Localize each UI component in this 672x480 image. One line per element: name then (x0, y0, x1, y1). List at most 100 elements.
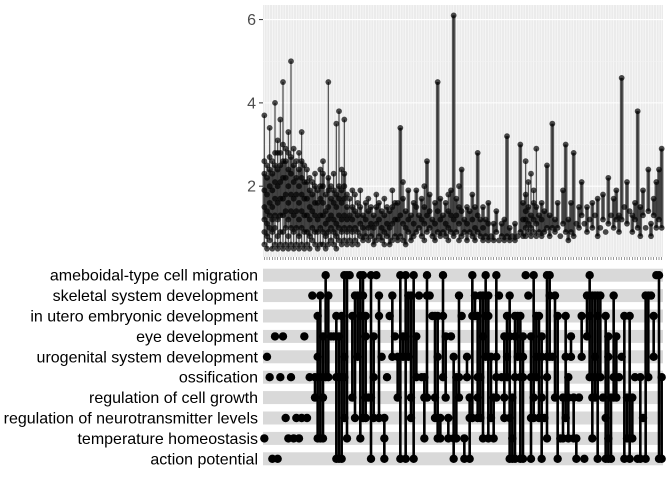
data-point (413, 229, 420, 235)
data-point (530, 216, 537, 223)
matrix-dot (452, 434, 461, 443)
data-point (312, 170, 318, 177)
data-point (584, 204, 590, 210)
data-point (290, 179, 297, 185)
data-point (381, 229, 388, 235)
matrix-dot (516, 311, 525, 321)
data-point (565, 216, 572, 223)
range-box (641, 190, 645, 216)
data-point (261, 229, 268, 235)
matrix-dot (422, 271, 432, 280)
data-point (576, 224, 582, 231)
matrix-dot (590, 352, 600, 361)
data-point (480, 237, 486, 244)
data-point (296, 245, 302, 252)
data-point (589, 224, 596, 231)
y-tick-label: 4 (247, 95, 256, 112)
data-point (408, 237, 414, 244)
data-point (429, 233, 436, 240)
matrix-dot (420, 373, 429, 382)
matrix-dot (582, 332, 592, 341)
data-point (632, 199, 638, 206)
data-point (378, 224, 385, 231)
data-point (322, 220, 329, 227)
matrix-dot (484, 291, 493, 300)
matrix-dot (534, 311, 544, 321)
range-box (462, 219, 467, 233)
matrix-dot (433, 352, 442, 361)
data-point (290, 229, 297, 235)
matrix-dot (390, 332, 400, 341)
data-point (309, 191, 316, 198)
matrix-dot (468, 271, 477, 280)
data-point (333, 220, 340, 227)
data-point (506, 237, 513, 244)
data-point (474, 212, 481, 219)
range-box (318, 186, 323, 228)
data-point (448, 187, 454, 194)
data-point (432, 237, 438, 244)
matrix-dot (585, 311, 594, 321)
data-point (426, 208, 433, 215)
matrix-dot (393, 393, 402, 402)
data-point (629, 212, 636, 219)
range-box (275, 169, 280, 220)
data-point (264, 191, 270, 198)
range-box (657, 169, 661, 220)
data-point (504, 133, 510, 140)
matrix-row-label: skeletal system development (53, 288, 259, 305)
data-point (600, 216, 606, 223)
data-point (352, 224, 358, 231)
matrix-dot (596, 291, 605, 300)
data-point (637, 233, 644, 240)
data-point (341, 212, 348, 219)
range-box (646, 169, 651, 212)
matrix-dot (577, 352, 586, 361)
data-point (533, 145, 540, 152)
data-point (285, 166, 292, 173)
matrix-dot (308, 291, 317, 300)
matrix-dot (412, 332, 421, 341)
data-point (421, 237, 428, 244)
data-point (317, 166, 324, 173)
matrix-dot (604, 434, 613, 443)
data-point (322, 191, 329, 198)
matrix-dot (369, 373, 378, 382)
data-point (280, 195, 286, 202)
range-box (313, 186, 317, 233)
data-point (349, 216, 356, 223)
data-point (325, 187, 332, 194)
matrix-dot (361, 413, 370, 423)
data-point (325, 241, 332, 248)
data-point (306, 233, 313, 240)
data-point (306, 174, 313, 181)
range-box (459, 169, 464, 237)
matrix-dot (601, 413, 610, 423)
matrix-dot (486, 413, 496, 423)
data-point (362, 233, 369, 240)
data-point (328, 237, 334, 244)
range-box (281, 161, 285, 216)
matrix-dot (545, 271, 554, 280)
data-point (368, 233, 374, 240)
matrix-row-labels: ameboidal-type cell migration skeletal sy… (4, 268, 259, 469)
data-point (285, 129, 292, 135)
data-point (298, 158, 305, 165)
data-point (320, 212, 326, 219)
data-point (448, 229, 454, 235)
matrix-dot (553, 454, 562, 463)
data-point (589, 199, 596, 206)
data-point (325, 229, 332, 235)
data-point (328, 195, 334, 202)
data-point (306, 245, 313, 252)
data-point (298, 191, 305, 198)
data-point (272, 241, 278, 248)
data-point (344, 241, 350, 248)
data-point (360, 237, 366, 244)
data-point (424, 229, 430, 235)
data-point (421, 220, 428, 227)
data-point (330, 187, 337, 194)
data-point (298, 208, 305, 215)
data-point (426, 224, 433, 231)
data-point (282, 158, 289, 165)
